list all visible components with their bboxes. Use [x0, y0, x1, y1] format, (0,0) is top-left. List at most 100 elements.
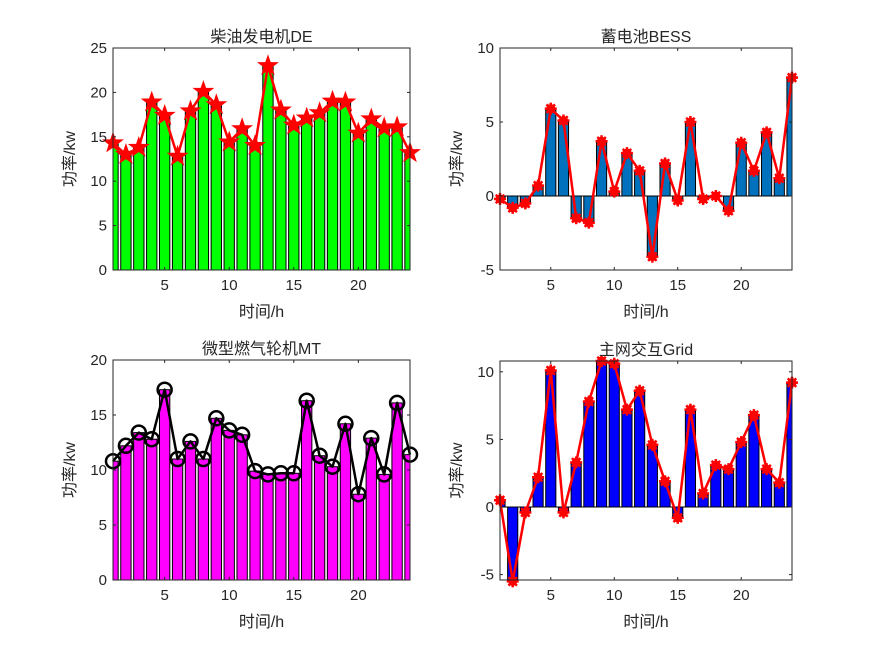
bar [249, 145, 261, 270]
bar [236, 434, 248, 580]
data-point-asterisk [722, 204, 735, 217]
bar [595, 361, 608, 508]
data-point-circle [388, 394, 406, 412]
data-point-asterisk [697, 192, 710, 205]
bar [365, 437, 377, 580]
y-tick-label: 5 [486, 114, 494, 131]
bar [146, 438, 158, 580]
bar [313, 112, 326, 270]
data-point-star [179, 99, 202, 121]
bar [120, 154, 132, 270]
x-axis-label: 时间/h [239, 613, 284, 631]
bar [249, 470, 261, 580]
bars [500, 361, 792, 580]
data-point-circle [156, 381, 173, 398]
data-point-star [360, 107, 383, 129]
bar [197, 458, 210, 580]
bar [120, 445, 132, 580]
data-point-star [244, 134, 267, 156]
bar [570, 461, 582, 508]
y-tick-label: 0 [99, 262, 107, 279]
y-axis-label: 功率/kw [61, 131, 79, 187]
data-point-circle [311, 447, 328, 464]
bar [197, 91, 210, 270]
bar [210, 417, 222, 580]
data-point-star [153, 103, 176, 125]
data-point-asterisk [519, 506, 532, 519]
data-point-star [334, 90, 357, 112]
bar [158, 114, 171, 270]
subplot-de: 5 10 15 20 0 5 10 15 20 25 柴油发电机DE 时间/h 功率/kw [61, 28, 421, 321]
bar [262, 65, 274, 270]
data-point-asterisk [633, 384, 646, 397]
data-point-star [205, 93, 228, 115]
bar [621, 409, 633, 508]
data-point-asterisk [735, 436, 748, 449]
data-point-circle [182, 433, 199, 450]
y-tick-label: 5 [99, 218, 107, 235]
subplot-grid: 5 10 15 20 -5 0 5 10 主网交互Grid 时间/h 功率/kw [448, 341, 798, 631]
bar [210, 104, 222, 270]
data-point-asterisk [519, 197, 532, 210]
bar [301, 117, 313, 270]
data-point-star [269, 98, 292, 120]
data-point-circle [208, 410, 225, 427]
bars [113, 389, 410, 580]
chart-title: 主网交互Grid [599, 341, 693, 359]
data-point-asterisk [557, 506, 570, 519]
bar [326, 100, 339, 270]
data-point-asterisk [697, 487, 710, 500]
data-point-asterisk [671, 511, 684, 524]
data-point-asterisk [735, 136, 748, 149]
data-point-star [282, 113, 305, 135]
data-point-asterisk [671, 194, 684, 207]
data-point-asterisk [570, 456, 583, 469]
bar [507, 506, 519, 580]
bar [365, 118, 377, 270]
bar [262, 473, 274, 580]
x-tick-label: 20 [350, 587, 367, 604]
bar [288, 124, 300, 270]
x-tick-label: 15 [669, 277, 686, 294]
data-point-asterisk [544, 364, 557, 377]
data-point-circle [324, 458, 341, 475]
data-point-asterisk [557, 114, 570, 127]
y-tick-label: 0 [486, 499, 494, 516]
data-point-circle [169, 450, 186, 468]
bar [378, 473, 390, 580]
x-tick-label: 10 [221, 277, 238, 294]
axes-box [499, 47, 793, 271]
bar [133, 432, 145, 580]
data-point-asterisk [595, 135, 608, 148]
y-tick-label: 10 [90, 462, 107, 479]
data-point-asterisk [760, 463, 773, 476]
data-point-circle [143, 430, 160, 448]
data-point-circle [350, 485, 367, 503]
y-tick-label: -5 [481, 567, 494, 584]
subplot-bess: 5 10 15 20 -5 0 5 10 蓄电池BESS 时间/h 功率/kw [448, 28, 798, 321]
data-point-asterisk [747, 164, 760, 177]
y-tick-label: 0 [486, 188, 494, 205]
x-tick-label: 20 [733, 587, 750, 604]
data-point-asterisk [659, 475, 672, 488]
y-tick-label: 5 [99, 517, 107, 534]
bar [557, 120, 570, 197]
data-point-asterisk [620, 403, 633, 416]
data-point-star [386, 115, 409, 137]
data-point-circle [363, 429, 380, 447]
y-tick-label: 20 [90, 84, 107, 101]
data-point-circle [195, 450, 212, 468]
bar [352, 493, 365, 580]
data-point-asterisk [684, 403, 697, 416]
x-tick-label: 5 [547, 587, 555, 604]
data-point-circle [117, 437, 135, 455]
x-axis-label: 时间/h [623, 303, 668, 321]
bar [146, 101, 158, 270]
y-tick-label: 20 [90, 352, 107, 369]
data-point-asterisk [747, 409, 760, 422]
y-tick-label: 5 [486, 431, 494, 448]
y-tick-label: 15 [90, 407, 107, 424]
y-tick-label: 10 [477, 40, 494, 57]
data-point-star [140, 90, 163, 112]
bar [391, 126, 403, 270]
